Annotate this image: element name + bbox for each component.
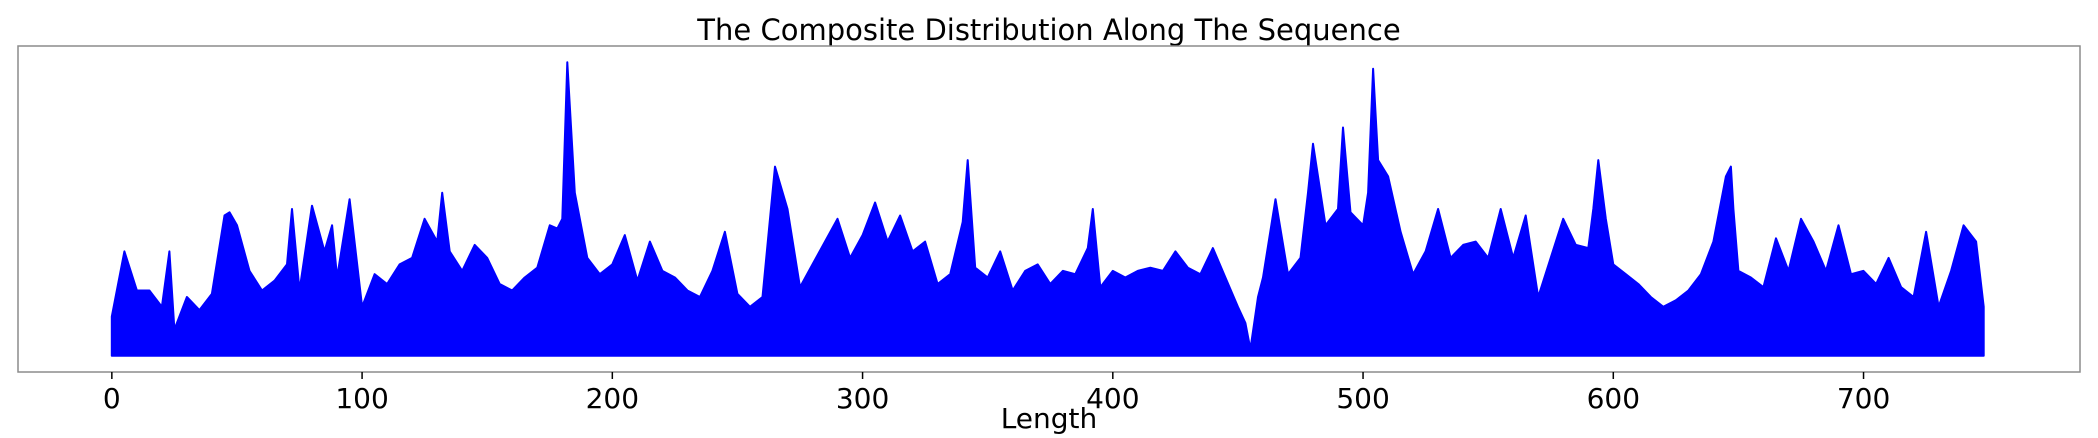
x-tick-label: 200 xyxy=(586,382,639,415)
x-tick-label: 700 xyxy=(1837,382,1890,415)
x-tick-label: 600 xyxy=(1587,382,1640,415)
chart-title: The Composite Distribution Along The Seq… xyxy=(696,13,1400,47)
x-tick-label: 100 xyxy=(335,382,388,415)
plot-frame xyxy=(17,45,2081,373)
area-layer xyxy=(110,61,1985,357)
x-axis-ticks: 0 100 200 300 400 500 600 700 xyxy=(103,372,1890,415)
series-area-0 xyxy=(110,61,1985,357)
x-axis-label: Length xyxy=(1001,402,1098,435)
x-tick-label: 400 xyxy=(1086,382,1139,415)
x-tick-label: 0 xyxy=(103,382,121,415)
x-tick-label: 300 xyxy=(836,382,889,415)
x-tick-label: 500 xyxy=(1336,382,1389,415)
